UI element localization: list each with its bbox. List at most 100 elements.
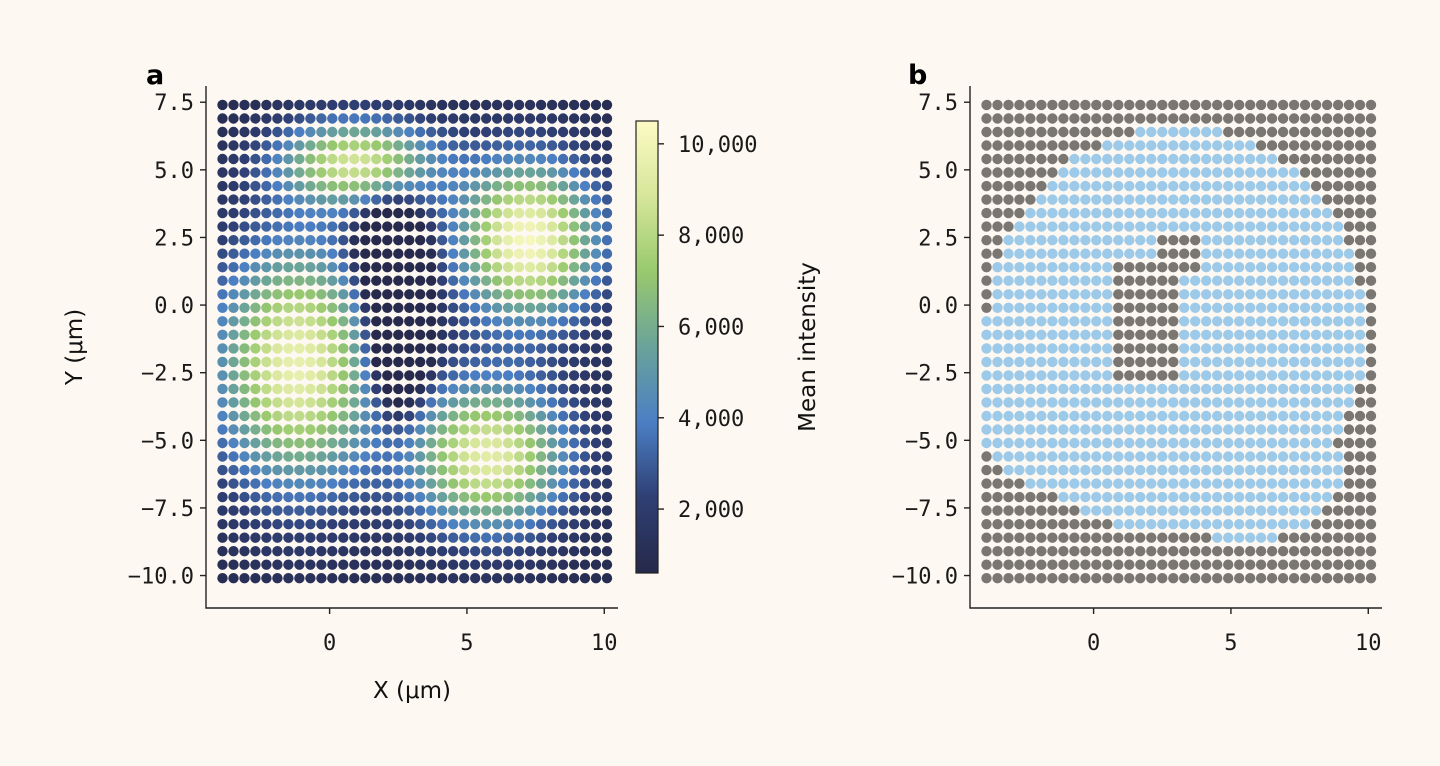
spot [382, 262, 393, 273]
spot [1113, 519, 1124, 530]
spot [228, 262, 239, 273]
spot [601, 383, 613, 395]
spot [404, 383, 415, 395]
spot [338, 505, 349, 516]
spot [1124, 370, 1135, 381]
spot [1288, 383, 1300, 395]
spot [481, 207, 492, 219]
spot [360, 397, 371, 408]
spot [601, 180, 613, 192]
spot [239, 464, 250, 476]
spot [327, 343, 338, 354]
spot [1113, 532, 1124, 543]
spot [1069, 356, 1080, 368]
spot [1212, 410, 1223, 422]
spot [1255, 383, 1267, 395]
spot [1069, 383, 1080, 395]
spot [1332, 519, 1344, 530]
spot [404, 207, 415, 219]
spot [1047, 113, 1058, 124]
spot [228, 275, 239, 286]
spot [1047, 302, 1058, 313]
spot [502, 437, 514, 449]
spot [338, 113, 349, 124]
spot [1058, 505, 1069, 516]
spot [393, 491, 404, 503]
spot [1234, 532, 1245, 543]
spot [1168, 235, 1179, 246]
spot [437, 329, 448, 340]
spot [404, 546, 415, 557]
spot [481, 451, 492, 462]
spot [1201, 289, 1212, 300]
spot [1124, 491, 1135, 503]
spot [426, 180, 437, 192]
spot [1069, 275, 1080, 286]
spot [272, 478, 283, 489]
spot [491, 519, 503, 530]
spot [535, 464, 547, 476]
spot [502, 356, 514, 368]
spot [1365, 370, 1377, 381]
spot [250, 275, 261, 286]
spot [316, 370, 327, 381]
spot [579, 302, 591, 313]
spot [393, 356, 404, 368]
spot [393, 383, 404, 395]
spot [261, 546, 272, 557]
spot [338, 126, 349, 138]
spot [1003, 424, 1014, 435]
spot [1025, 113, 1036, 124]
spot [1113, 316, 1124, 327]
spot [513, 221, 525, 232]
spot [371, 410, 382, 422]
spot [579, 275, 591, 286]
spot [1212, 275, 1223, 286]
spot [1266, 302, 1278, 313]
spot [1343, 316, 1355, 327]
spot [217, 316, 228, 327]
spot [491, 478, 503, 489]
spot [1179, 99, 1190, 111]
spot [382, 451, 393, 462]
spot [217, 383, 228, 395]
spot [1255, 505, 1267, 516]
spot [1157, 573, 1168, 584]
spot [579, 410, 591, 422]
spot [459, 153, 470, 165]
spot [1036, 505, 1047, 516]
spot [1277, 316, 1289, 327]
spot [601, 370, 613, 381]
spot [981, 221, 992, 232]
spot [590, 302, 602, 313]
spot [1343, 559, 1355, 570]
spot [1036, 113, 1047, 124]
spot [1266, 532, 1278, 543]
spot [546, 248, 558, 259]
spot [1091, 153, 1102, 165]
spot [1321, 99, 1333, 111]
spot [1003, 559, 1014, 570]
spot [448, 343, 459, 354]
spot [1310, 410, 1322, 422]
spot [502, 546, 514, 557]
spot [1014, 221, 1025, 232]
spot [239, 451, 250, 462]
spot [1069, 248, 1080, 259]
spot [239, 424, 250, 435]
spot [1255, 167, 1267, 178]
spot [371, 140, 382, 151]
spot [426, 167, 437, 178]
spot [305, 424, 316, 435]
spot [228, 410, 239, 422]
spot [360, 424, 371, 435]
spot [459, 397, 470, 408]
spot [1190, 289, 1201, 300]
spot [360, 370, 371, 381]
spot [513, 424, 525, 435]
spot [294, 235, 305, 246]
spot [1003, 505, 1014, 516]
spot [239, 519, 250, 530]
spot [316, 207, 327, 219]
spot [1157, 302, 1168, 313]
